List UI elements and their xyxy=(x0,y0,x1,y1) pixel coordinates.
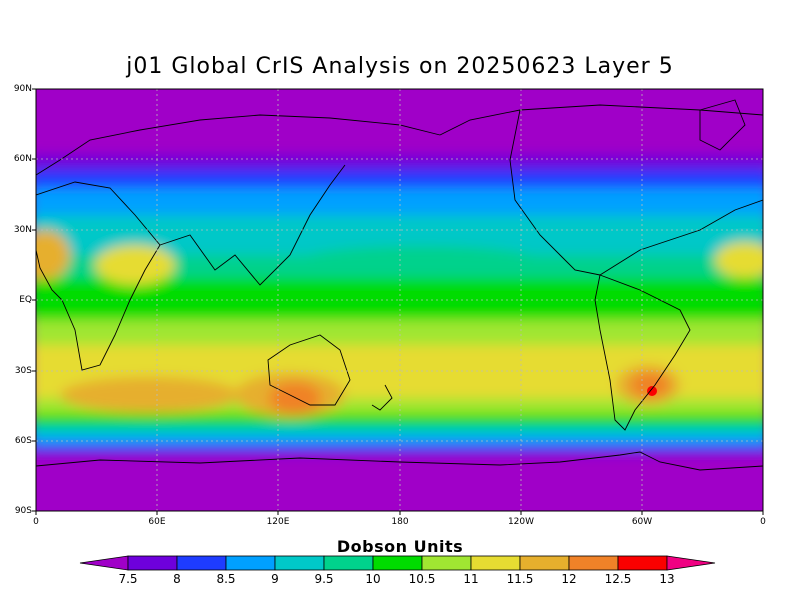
ozone-field xyxy=(36,89,763,511)
lat-label-30s: 30S xyxy=(14,366,32,376)
map-title: j01 Global CrIS Analysis on 20250623 Lay… xyxy=(126,54,674,79)
colorbar-label: 12.5 xyxy=(604,572,632,586)
colorbar-swatch xyxy=(176,555,227,571)
lat-label-90n: 90N xyxy=(13,84,32,94)
lat-label-eq: EQ xyxy=(19,295,32,305)
coastlines xyxy=(36,99,763,471)
colorbar-swatch xyxy=(274,555,325,571)
colorbar-swatch xyxy=(519,555,570,571)
colorbar-label: 9.5 xyxy=(314,572,334,586)
colorbar-extend-high xyxy=(666,555,716,571)
colorbar-label: 7.5 xyxy=(118,572,138,586)
colorbar-swatch xyxy=(127,555,178,571)
lon-label-120w: 120W xyxy=(507,517,535,527)
colorbar-label: 11 xyxy=(463,572,479,586)
colorbar-label: 13 xyxy=(659,572,675,586)
lat-label-30n: 30N xyxy=(13,225,32,235)
colorbar-label: 10 xyxy=(365,572,381,586)
lon-label-180: 180 xyxy=(391,517,409,527)
colorbar-extend-low xyxy=(79,555,129,571)
colorbar-swatch xyxy=(470,555,521,571)
colorbar xyxy=(79,555,716,571)
lon-label-120e: 120E xyxy=(266,517,290,527)
colorbar-label: 8.5 xyxy=(216,572,236,586)
colorbar-swatch xyxy=(323,555,374,571)
lon-label-0: 0 xyxy=(33,517,39,527)
lat-label-60n: 60N xyxy=(13,154,32,164)
colorbar-label: 9 xyxy=(271,572,279,586)
colorbar-swatch xyxy=(568,555,619,571)
colorbar-swatch xyxy=(421,555,472,571)
lat-label-90s: 90S xyxy=(14,506,32,516)
colorbar-label: 11.5 xyxy=(506,572,534,586)
lat-label-60s: 60S xyxy=(14,436,32,446)
colorbar-swatch xyxy=(225,555,276,571)
colorbar-title: Dobson Units xyxy=(336,537,464,556)
lon-label-60e: 60E xyxy=(148,517,166,527)
colorbar-label: 10.5 xyxy=(408,572,436,586)
colorbar-label: 8 xyxy=(173,572,181,586)
graticule xyxy=(36,89,763,511)
colorbar-label: 12 xyxy=(561,572,577,586)
lon-label-0-east: 0 xyxy=(760,517,766,527)
lon-label-60w: 60W xyxy=(631,517,653,527)
colorbar-swatch xyxy=(372,555,423,571)
colorbar-swatch xyxy=(617,555,668,571)
axis-ticks xyxy=(32,88,764,515)
